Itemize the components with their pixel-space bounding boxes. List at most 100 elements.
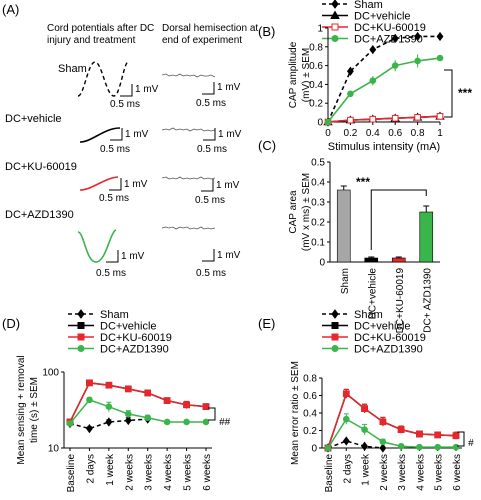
x-tick-label: 2 days bbox=[85, 454, 96, 483]
x-tick-label: 4 weeks bbox=[415, 454, 426, 491]
legend-marker bbox=[331, 35, 339, 42]
data-point bbox=[436, 31, 444, 42]
x-tick-label: 0.4 bbox=[366, 128, 380, 139]
panel-c: (C) 0 0.1 0.2 0.3 0.4 0.5 CAP area (mV x ms) ± … bbox=[258, 138, 440, 333]
data-point bbox=[397, 426, 405, 433]
data-point bbox=[369, 115, 377, 123]
x-tick-label: 3 weeks bbox=[397, 454, 408, 491]
panel-a-col2-title-2: end of experiment bbox=[162, 35, 242, 46]
data-point bbox=[124, 415, 132, 426]
y-tick-label: 0.6 bbox=[303, 391, 317, 402]
trace-sham bbox=[77, 61, 129, 97]
legend-marker bbox=[77, 345, 85, 352]
data-point bbox=[105, 381, 113, 389]
legend-label: DC+AZD1390 bbox=[354, 344, 423, 356]
category-label: Sham bbox=[340, 268, 351, 294]
legend-marker bbox=[331, 333, 339, 341]
data-point bbox=[342, 436, 350, 446]
legend-marker bbox=[330, 10, 340, 19]
scalebar-vehicle bbox=[110, 128, 123, 141]
significance-bracket bbox=[444, 69, 453, 118]
hemisection-scalebar-vehicle bbox=[203, 128, 216, 141]
data-point bbox=[391, 114, 399, 122]
data-point bbox=[346, 66, 354, 76]
chart-e: 0 0.2 0.4 0.6 0.8 Baseline 2 days 1 week 2 weeks… bbox=[290, 361, 465, 493]
data-point bbox=[144, 414, 152, 422]
legend-label: DC+KU-60019 bbox=[354, 22, 426, 34]
data-point bbox=[202, 403, 210, 410]
data-point bbox=[66, 420, 74, 427]
significance-e: # bbox=[468, 438, 474, 449]
significance-bracket bbox=[370, 189, 427, 250]
y-axis-label: CAP area bbox=[288, 190, 299, 234]
hemisection-scalebar-ku bbox=[201, 179, 214, 192]
data-point bbox=[361, 441, 368, 451]
panel-d: (D) ShamDC+vehicleDC+KU-60019DC+AZD1390 … bbox=[2, 309, 231, 492]
scale-time-vehicle: 0.5 ms bbox=[100, 144, 130, 155]
series-line bbox=[327, 57, 441, 123]
legend-label: DC+KU-60019 bbox=[354, 332, 426, 344]
hemisection-trace-sham bbox=[161, 73, 216, 78]
data-point bbox=[342, 390, 350, 398]
legend-marker bbox=[331, 309, 339, 319]
x-tick-label: 1 bbox=[437, 128, 443, 139]
panel-b-label: (B) bbox=[258, 24, 275, 39]
hemisection-time-ku: 0.5 ms bbox=[195, 195, 225, 206]
y-tick-label: 0.4 bbox=[303, 409, 317, 420]
legend-marker bbox=[331, 0, 339, 9]
data-point bbox=[86, 423, 93, 434]
data-point bbox=[369, 44, 377, 55]
hemisection-amp-ku: 1 mV bbox=[216, 180, 240, 191]
hemisection-scalebar-sham bbox=[202, 82, 215, 95]
panel-e: (E) ShamDC+vehicleDC+KU-60019DC+AZD1390 … bbox=[258, 309, 474, 492]
data-point bbox=[414, 31, 422, 42]
hemisection-time-sham: 0.5 ms bbox=[196, 98, 226, 109]
legend-label: DC+AZD1390 bbox=[354, 34, 423, 46]
scale-time-sham: 0.5 ms bbox=[110, 99, 140, 110]
data-point bbox=[124, 410, 132, 418]
scale-amp-sham: 1 mV bbox=[135, 84, 159, 95]
y-tick-label: 0.6 bbox=[309, 61, 323, 72]
x-tick-label: Baseline bbox=[324, 454, 335, 493]
y-tick-label: 0.4 bbox=[311, 178, 325, 189]
x-tick-label: 5 weeks bbox=[434, 454, 445, 491]
bar bbox=[419, 211, 434, 263]
x-tick-label: 0.2 bbox=[343, 128, 357, 139]
x-tick-label: 3 weeks bbox=[144, 454, 155, 491]
scale-amp-ku: 1 mV bbox=[124, 179, 148, 190]
series-line bbox=[327, 35, 440, 123]
data-point bbox=[124, 385, 132, 393]
scale-amp-vehicle: 1 mV bbox=[125, 129, 149, 140]
data-point bbox=[379, 443, 387, 453]
panel-a: (A) Cord potentials after DC injury and … bbox=[2, 2, 258, 279]
legend-marker bbox=[77, 309, 85, 319]
y-tick-label: 0 bbox=[311, 444, 317, 455]
x-tick-label: 4 weeks bbox=[163, 454, 174, 491]
row-label-sham: Sham bbox=[58, 63, 87, 75]
legend-marker bbox=[331, 345, 339, 352]
y-tick-label: 100 bbox=[42, 368, 59, 379]
y-axis-label: Mean error ratio ± SEM bbox=[290, 361, 301, 465]
category-label: DC+KU-60019 bbox=[395, 268, 406, 334]
data-point bbox=[144, 389, 152, 397]
panel-b: (B) ShamDC+vehicleDC+KU-60019DC+AZD1390 … bbox=[258, 0, 472, 153]
hemisection-trace-vehicle bbox=[161, 127, 216, 132]
y-tick-label: 0.2 bbox=[309, 99, 323, 110]
legend-label: DC+KU-60019 bbox=[100, 332, 172, 344]
data-point bbox=[452, 443, 460, 451]
y-tick-label: 0.8 bbox=[303, 374, 317, 385]
panel-e-label: (E) bbox=[258, 316, 275, 331]
y-axis-label: Mean sensing + removal bbox=[16, 355, 27, 464]
panel-a-col2-title-1: Dorsal hemisection at bbox=[162, 23, 258, 34]
y-axis-label: CAP amplitude bbox=[288, 41, 299, 108]
hemisection-amp-azd: 1 mV bbox=[217, 250, 241, 261]
hemisection-time-vehicle: 0.5 ms bbox=[197, 144, 227, 155]
significance-d: ## bbox=[219, 417, 231, 428]
chart-c: 0 0.1 0.2 0.3 0.4 0.5 CAP area (mV x ms) ± SEM S… bbox=[288, 158, 440, 334]
x-tick-label: Baseline bbox=[66, 454, 77, 493]
x-tick-label: 1 week bbox=[105, 453, 116, 486]
data-point bbox=[105, 417, 113, 427]
